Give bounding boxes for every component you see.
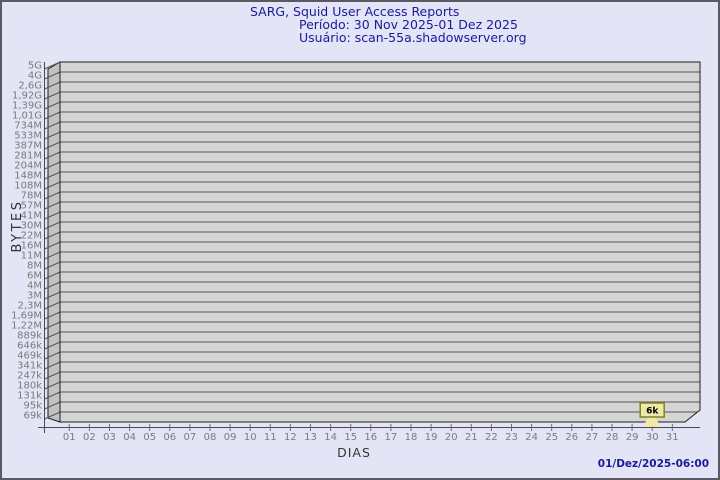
wall-hatch: [44, 61, 61, 420]
data-bar: [643, 417, 661, 427]
y-tick-label: 8M: [27, 261, 42, 272]
x-tick-label: 09: [224, 432, 237, 443]
x-tick-label: 30: [646, 432, 659, 443]
y-tick-label: 533M: [14, 131, 42, 142]
data-point-label: 6k: [646, 407, 659, 417]
y-tick-label: 22M: [21, 231, 42, 242]
y-tick-label: 387M: [14, 141, 42, 152]
y-tick-label: 734M: [14, 121, 42, 132]
y-tick-label: 41M: [21, 211, 42, 222]
y-tick-label: 108M: [14, 181, 42, 192]
plot-3d-wall: [47, 61, 61, 423]
x-tick-label: 26: [565, 432, 578, 443]
x-tick-label: 08: [204, 432, 217, 443]
x-tick-label: 05: [143, 432, 156, 443]
x-tick-label: 20: [445, 432, 458, 443]
y-tick-label: 1,69M: [11, 311, 42, 322]
x-tick-label: 06: [163, 432, 176, 443]
y-tick-label: 131k: [17, 391, 42, 402]
y-tick-label: 5G: [28, 61, 42, 72]
x-tick-label: 07: [184, 432, 197, 443]
y-tick-label: 341k: [17, 361, 42, 372]
y-tick-label: 11M: [21, 251, 42, 262]
y-tick-label: 78M: [21, 191, 42, 202]
y-tick-label: 469k: [17, 351, 42, 362]
x-tick-label: 31: [666, 432, 679, 443]
x-tick-label: 12: [284, 432, 297, 443]
x-tick-label: 22: [485, 432, 498, 443]
report-title: SARG, Squid User Access Reports: [250, 4, 460, 19]
y-tick-label: 2,6G: [18, 81, 42, 92]
report-user: Usuário: scan-55a.shadowserver.org: [299, 30, 527, 45]
report-period: Período: 30 Nov 2025-01 Dez 2025: [299, 17, 518, 32]
x-tick-label: 17: [385, 432, 398, 443]
x-tick-label: 14: [324, 432, 337, 443]
plot-frame: [59, 61, 701, 423]
x-tick-label: 18: [405, 432, 418, 443]
x-tick-label: 16: [364, 432, 377, 443]
y-tick-label: 180k: [17, 381, 42, 392]
x-tick-label: 23: [505, 432, 518, 443]
data-point-callout: 6k: [639, 402, 665, 418]
y-tick-label: 6M: [27, 271, 42, 282]
x-axis-title: DIAS: [337, 445, 371, 460]
x-tick-label: 02: [83, 432, 96, 443]
y-tick-label: 69k: [23, 411, 42, 422]
y-tick-label: 1,01G: [12, 111, 42, 122]
x-tick-label: 24: [525, 432, 538, 443]
x-tick-label: 21: [465, 432, 478, 443]
y-tick-label: 1,22M: [11, 321, 42, 332]
y-tick-label: 204M: [14, 161, 42, 172]
x-tick-label: 15: [344, 432, 357, 443]
x-tick-labels: 01 02 03 04 05 06 07 08 09 10 11 12 13 14 15 16 17 18 19 20…: [63, 432, 679, 443]
y-axis-title: BYTES: [10, 199, 25, 252]
y-tick-label: 57M: [21, 201, 42, 212]
x-axis-ticks: [68, 424, 673, 431]
y-tick-label: 646k: [17, 341, 42, 352]
y-tick-label: 30M: [21, 221, 42, 232]
x-tick-label: 25: [545, 432, 558, 443]
y-tick-label: 4M: [27, 281, 42, 292]
gridlines: [60, 62, 700, 413]
x-tick-label: 04: [123, 432, 136, 443]
y-tick-label: 95k: [23, 401, 42, 412]
y-tick-label: 148M: [14, 171, 42, 182]
y-tick-label: 3M: [27, 291, 42, 302]
generated-timestamp: 01/Dez/2025-06:00: [597, 458, 709, 470]
x-tick-label: 13: [304, 432, 317, 443]
x-tick-label: 03: [103, 432, 116, 443]
y-tick-labels: 5G4G2,6G1,92G1,39G1,01G734M533M387M281M2…: [11, 61, 42, 422]
y-tick-label: 4G: [28, 71, 42, 82]
x-tick-label: 27: [586, 432, 599, 443]
x-tick-label: 10: [244, 432, 257, 443]
x-tick-label: 01: [63, 432, 76, 443]
y-tick-label: 16M: [21, 241, 42, 252]
y-tick-label: 2,3M: [17, 301, 42, 312]
y-tick-label: 281M: [14, 151, 42, 162]
y-tick-label: 1,39G: [12, 101, 42, 112]
x-tick-label: 19: [425, 432, 438, 443]
x-tick-label: 29: [626, 432, 639, 443]
x-tick-label: 11: [264, 432, 277, 443]
y-tick-label: 247k: [17, 371, 42, 382]
y-tick-label: 889k: [17, 331, 42, 342]
y-tick-label: 1,92G: [12, 91, 42, 102]
x-tick-label: 28: [606, 432, 619, 443]
